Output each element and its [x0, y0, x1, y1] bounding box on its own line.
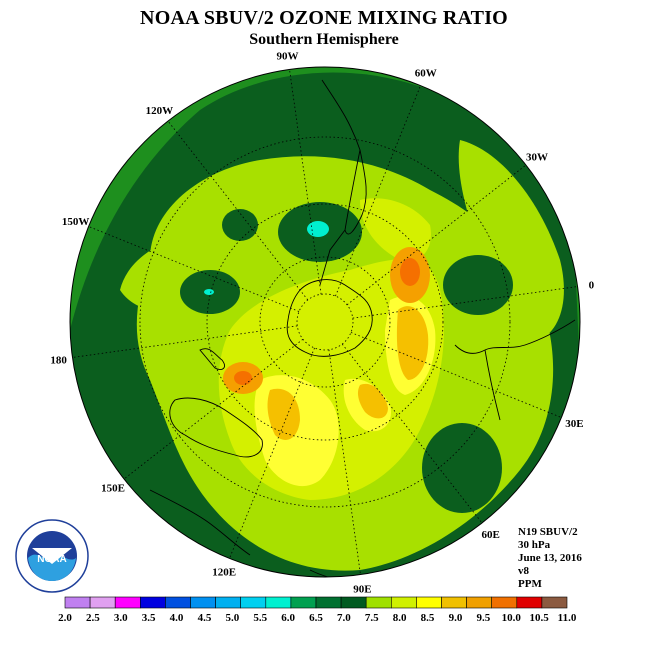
meridian-90e: [328, 349, 361, 575]
colorbar-swatch: [390, 596, 417, 609]
colorbar-swatch: [491, 596, 518, 609]
lon-label-90w: 90W: [277, 51, 299, 63]
map-title: NOAA SBUV/2 OZONE MIXING RATIO: [140, 7, 508, 29]
colorbar-label: 3.0: [114, 612, 128, 624]
colorbar-swatch: [441, 596, 467, 609]
colorbar-label: 3.5: [142, 612, 156, 624]
version-label: v8: [518, 565, 529, 577]
colorbar-label: 7.0: [337, 612, 351, 624]
colorbar-swatch: [114, 596, 141, 609]
field-band-10.0: [400, 258, 420, 286]
colorbar-swatch: [165, 596, 191, 609]
colorbar-label: 5.0: [225, 612, 239, 624]
noaa-logo: NOAA: [14, 518, 90, 594]
antarctica-outline: [286, 279, 373, 357]
colorbar-swatch: [466, 596, 493, 609]
colorbar-swatch: [315, 596, 342, 609]
meridian-0: [352, 286, 578, 319]
lon-label-120e: 120E: [212, 566, 236, 578]
colorbar-label: 2.0: [58, 612, 72, 624]
colorbar-label: 9.0: [449, 612, 463, 624]
colorbar-label: 10.5: [529, 612, 549, 624]
lat-circle-40s: [206, 203, 444, 441]
colorbar-swatch: [290, 596, 317, 609]
colorbar-swatch: [190, 596, 216, 609]
meridian-180: [72, 325, 298, 358]
noaa-logo-text: NOAA: [37, 554, 66, 565]
colorbar-swatch: [365, 596, 392, 609]
colorbar-swatch: [64, 596, 91, 609]
colorbar-swatch: [240, 596, 267, 609]
lon-label-90e: 90E: [353, 583, 371, 595]
africa-outline: [454, 319, 576, 354]
coastlines: [149, 79, 576, 577]
lon-label-60e: 60E: [481, 529, 499, 541]
colorbar-label: 11.0: [558, 612, 577, 624]
colorbar-label: 9.5: [476, 612, 490, 624]
new-zealand-outline: [199, 348, 225, 371]
lon-label-150e: 150E: [101, 483, 125, 495]
meridian-150e: [123, 338, 304, 480]
australia-outline: [169, 397, 263, 458]
colorbar-swatch: [89, 596, 116, 609]
lat-circle-60s: [259, 256, 391, 388]
date-label: June 13, 2016: [518, 552, 582, 564]
lon-label-150w: 150W: [62, 216, 90, 228]
colorbar-swatch: [140, 596, 166, 609]
meridian-30w: [346, 164, 527, 306]
colorbar-label: 10.0: [502, 612, 522, 624]
pressure-level-label: 30 hPa: [518, 539, 551, 551]
meridian-60w: [335, 85, 421, 297]
colorbar-label: 6.5: [309, 612, 323, 624]
ozone-field: [70, 67, 580, 577]
colorbar-label: 4.0: [170, 612, 184, 624]
colorbar-label: 8.0: [393, 612, 407, 624]
meridian-60e: [341, 343, 483, 524]
lat-circle-20s: [139, 136, 511, 508]
colorbar: 2.0 2.5 3.0 3.5 4.0 4.5 5.0 5.5 6.0 6.5 7.0 7.5 8.0 8…: [58, 596, 577, 624]
colorbar-swatch: [416, 596, 442, 609]
colorbar-swatch: [215, 596, 242, 609]
colorbar-swatch: [265, 596, 292, 609]
lon-label-30w: 30W: [526, 151, 548, 163]
lat-circle-80s: [296, 293, 354, 351]
colorbar-label: 6.0: [281, 612, 295, 624]
colorbar-label: 2.5: [86, 612, 100, 624]
graticule: [72, 69, 578, 575]
colorbar-swatch: [516, 596, 543, 609]
colorbar-label: 7.5: [365, 612, 379, 624]
units-label: PPM: [518, 578, 542, 590]
lon-label-180: 180: [50, 354, 67, 366]
lon-label-30e: 30E: [565, 418, 583, 430]
lon-label-60w: 60W: [415, 68, 437, 80]
field-band-9.0: [396, 306, 429, 380]
meridian-90w: [289, 69, 322, 295]
field-min-5.5: [307, 221, 329, 237]
colorbar-label: 8.5: [421, 612, 435, 624]
info-block: N19 SBUV/2 30 hPa June 13, 2016 v8 PPM: [518, 526, 582, 591]
globe-outline: [69, 66, 581, 578]
meridian-120e: [229, 347, 315, 559]
satellite-label: N19 SBUV/2: [518, 526, 578, 538]
lon-label-120w: 120W: [146, 105, 174, 117]
colorbar-label: 4.5: [198, 612, 212, 624]
colorbar-swatch: [340, 596, 367, 609]
colorbar-label: 5.5: [253, 612, 267, 624]
lon-label-0: 0: [589, 280, 595, 292]
meridian-30e: [350, 332, 562, 418]
meridian-150w: [88, 226, 300, 312]
map-subtitle: Southern Hemisphere: [249, 31, 399, 48]
meridian-120w: [167, 120, 309, 301]
colorbar-swatch: [541, 596, 568, 609]
